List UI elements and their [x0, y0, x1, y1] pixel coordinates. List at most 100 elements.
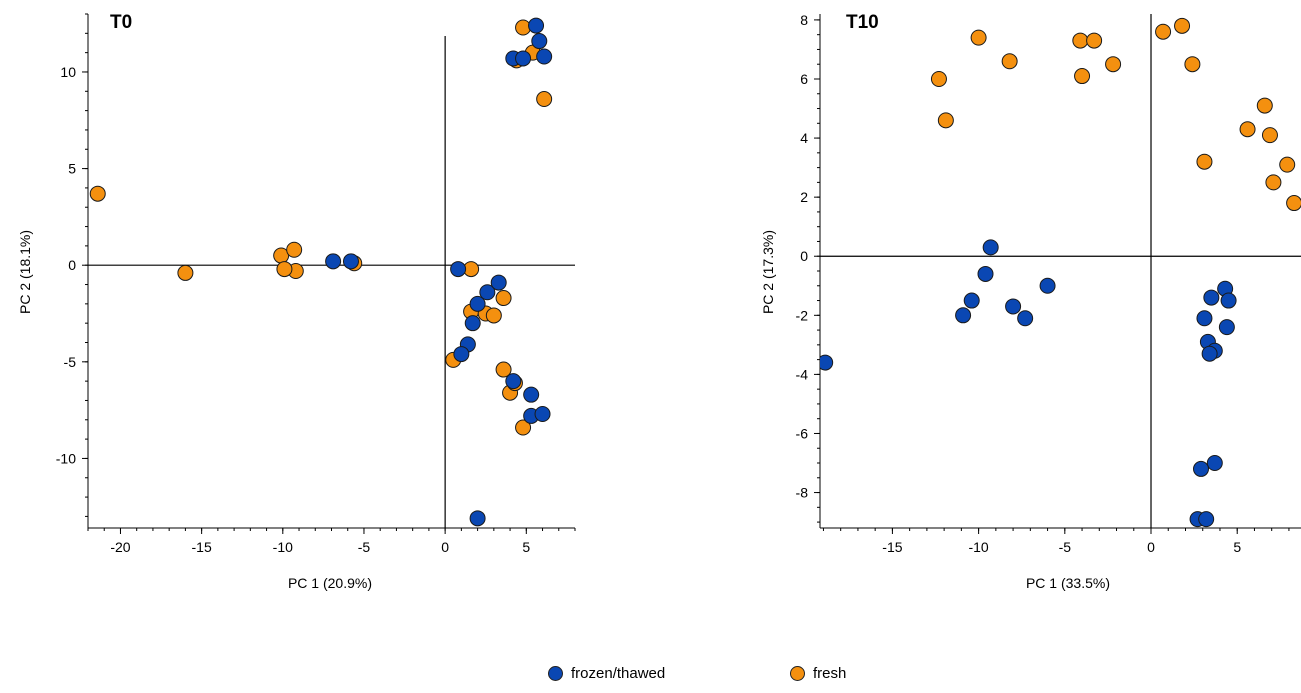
point-frozen [1218, 319, 1235, 336]
point-fresh [1155, 23, 1172, 40]
x-axis-title: PC 1 (20.9%) [288, 575, 372, 591]
x-tick-label: -5 [1059, 539, 1072, 555]
legend-marker-fresh [790, 666, 805, 681]
point-frozen [1203, 289, 1220, 306]
legend-item-frozen: frozen/thawed [548, 665, 665, 682]
x-tick-label: -15 [192, 539, 212, 555]
point-frozen [1201, 345, 1218, 362]
y-tick-label: 0 [68, 257, 76, 273]
y-tick-label: -8 [796, 485, 809, 501]
point-frozen [1196, 310, 1213, 327]
point-fresh [177, 264, 194, 281]
point-frozen [1005, 298, 1022, 315]
y-tick-label: 8 [800, 12, 808, 28]
point-frozen [528, 17, 545, 34]
point-frozen [982, 239, 999, 256]
point-frozen [523, 386, 540, 403]
point-fresh [536, 91, 553, 108]
point-fresh [286, 241, 303, 258]
point-frozen [536, 48, 553, 65]
legend-item-fresh: fresh [790, 665, 846, 682]
y-axis-title: PC 2 (18.1%) [17, 230, 33, 314]
y-tick-label: 2 [800, 189, 808, 205]
point-frozen [450, 261, 467, 278]
point-frozen [453, 346, 470, 363]
panel-t10: T10 -15 -10 -5 0 5 -8 -6 -4 -2 0 2 4 6 8 PC 1 (33.5%) P… [760, 12, 1301, 591]
y-tick-label: 6 [800, 71, 808, 87]
point-frozen [955, 307, 972, 324]
x-tick-label: -5 [358, 539, 371, 555]
point-frozen [505, 373, 522, 390]
legend: frozen/thawed fresh [0, 665, 1301, 693]
point-fresh [970, 29, 987, 46]
y-tick-label: 4 [800, 130, 808, 146]
point-fresh [937, 112, 954, 129]
point-frozen [1039, 277, 1056, 294]
x-tick-label: 5 [522, 539, 530, 555]
point-fresh [1184, 56, 1201, 73]
point-fresh [1001, 53, 1018, 70]
x-tick-label: -20 [110, 539, 130, 555]
y-tick-label: 0 [800, 248, 808, 264]
point-fresh [515, 419, 532, 436]
x-tick-label: 5 [1233, 539, 1241, 555]
x-axis-title: PC 1 (33.5%) [1026, 575, 1110, 591]
point-fresh [1074, 68, 1091, 85]
y-tick-label: 5 [68, 161, 76, 177]
point-fresh [1265, 174, 1282, 191]
point-fresh [276, 261, 293, 278]
point-fresh [495, 361, 512, 378]
point-fresh [1286, 195, 1301, 212]
x-tick-label: -10 [273, 539, 293, 555]
y-axis-title: PC 2 (17.3%) [760, 230, 776, 314]
x-tick-label: 0 [441, 539, 449, 555]
y-tick-label: -5 [64, 354, 77, 370]
point-fresh [89, 185, 106, 202]
point-frozen [490, 274, 507, 291]
point-frozen [325, 253, 342, 270]
points-layer [89, 17, 553, 527]
point-frozen [1193, 460, 1210, 477]
panel-title-t0: T0 [110, 12, 132, 33]
y-tick-label: -10 [56, 450, 76, 466]
point-fresh [930, 70, 947, 87]
y-tick-label: -6 [796, 425, 809, 441]
point-fresh [1239, 121, 1256, 138]
points-layer [820, 17, 1301, 528]
legend-label-frozen: frozen/thawed [571, 665, 666, 682]
legend-label-fresh: fresh [813, 665, 847, 682]
y-tick-label: 10 [60, 64, 76, 80]
point-frozen [464, 315, 481, 332]
x-tick-label: -15 [882, 539, 902, 555]
point-frozen [977, 265, 994, 282]
point-frozen [534, 405, 551, 422]
x-tick-label: -10 [968, 539, 988, 555]
point-fresh [1105, 56, 1122, 73]
y-tick-label: -4 [796, 366, 809, 382]
point-fresh [495, 290, 512, 307]
point-fresh [1072, 32, 1089, 49]
point-frozen [469, 510, 486, 527]
point-frozen [1206, 455, 1223, 472]
point-frozen [963, 292, 980, 309]
point-frozen [479, 284, 496, 301]
point-frozen [531, 33, 548, 50]
legend-marker-frozen [548, 666, 563, 681]
point-fresh [1279, 156, 1296, 173]
point-frozen [820, 354, 834, 371]
x-tick-label: 0 [1147, 539, 1155, 555]
y-tick-label: -2 [796, 307, 809, 323]
point-frozen [469, 295, 486, 312]
panel-title-t10: T10 [846, 12, 879, 33]
point-fresh [1256, 97, 1273, 114]
point-frozen [1198, 511, 1215, 528]
point-frozen [515, 50, 532, 67]
point-frozen [342, 253, 359, 270]
point-fresh [1196, 153, 1213, 170]
point-fresh [485, 307, 502, 324]
point-frozen [1220, 292, 1237, 309]
point-fresh [1086, 32, 1103, 49]
point-fresh [1174, 17, 1191, 34]
point-frozen [1017, 310, 1034, 327]
